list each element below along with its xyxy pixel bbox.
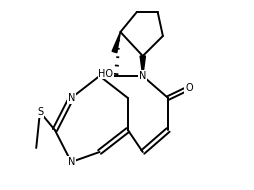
Text: N: N: [67, 93, 75, 103]
Text: S: S: [37, 107, 43, 117]
Text: N: N: [67, 157, 75, 167]
Polygon shape: [112, 32, 120, 53]
Text: N: N: [138, 71, 146, 81]
Text: HO: HO: [98, 69, 113, 79]
Text: O: O: [184, 83, 192, 93]
Polygon shape: [139, 56, 145, 76]
